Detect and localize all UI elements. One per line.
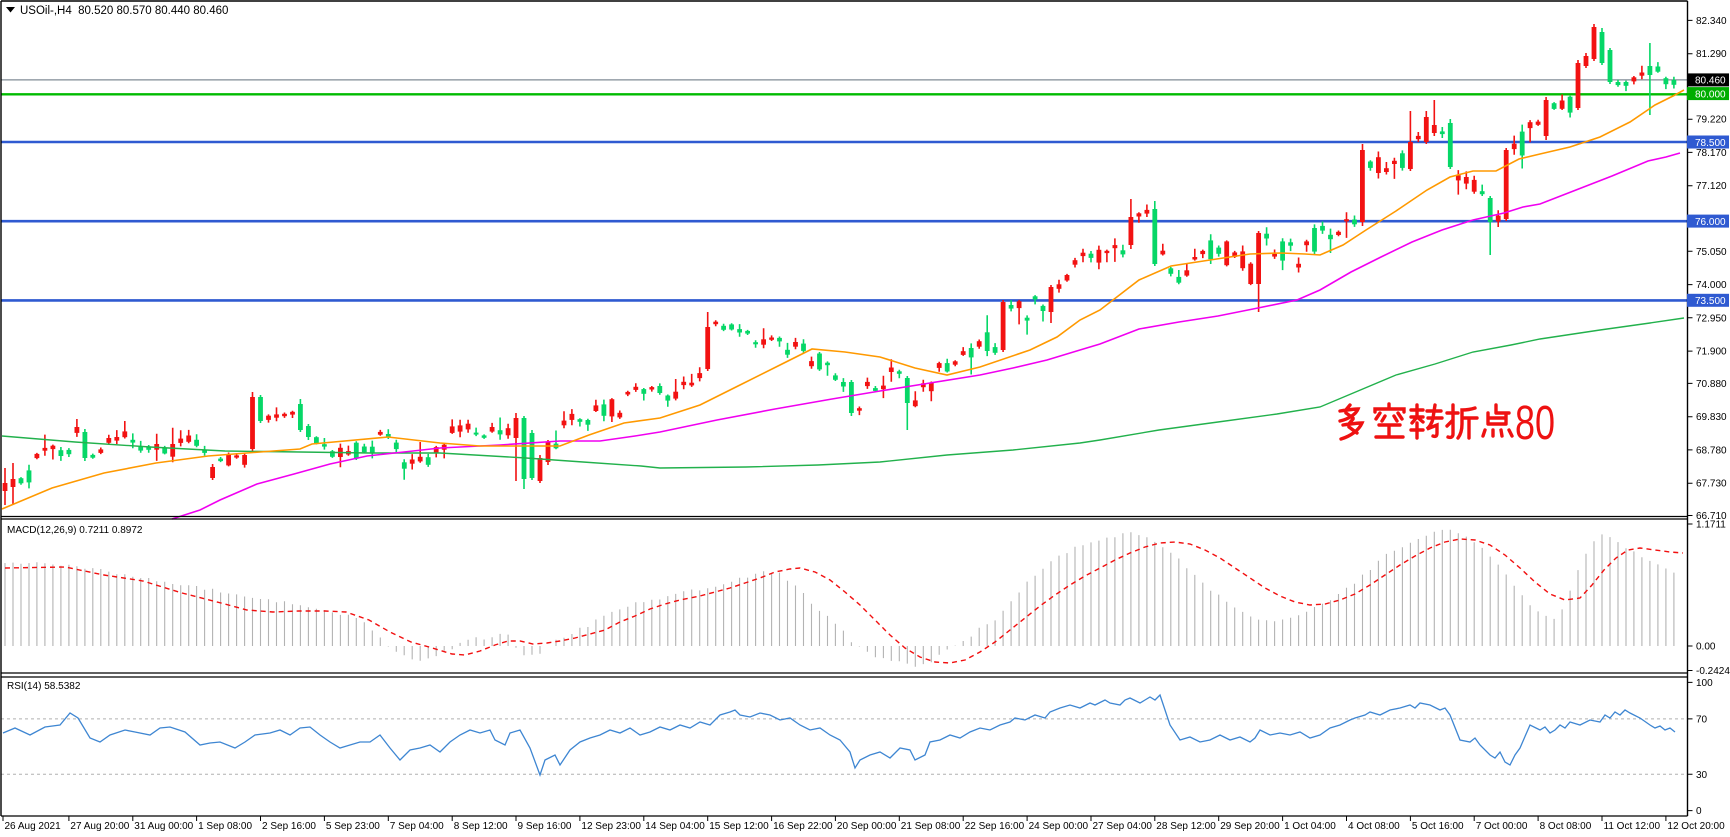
svg-text:70.880: 70.880 [1696, 379, 1727, 390]
svg-text:1 Sep 08:00: 1 Sep 08:00 [198, 821, 252, 832]
svg-text:1 Oct 04:00: 1 Oct 04:00 [1284, 821, 1336, 832]
svg-text:14 Sep 04:00: 14 Sep 04:00 [645, 821, 705, 832]
svg-text:80.460: 80.460 [1695, 76, 1726, 87]
svg-text:31 Aug 00:00: 31 Aug 00:00 [134, 821, 193, 832]
svg-text:7 Oct 00:00: 7 Oct 00:00 [1476, 821, 1528, 832]
svg-text:22 Sep 16:00: 22 Sep 16:00 [965, 821, 1025, 832]
svg-text:0.00: 0.00 [1696, 642, 1716, 653]
svg-text:69.830: 69.830 [1696, 412, 1727, 423]
svg-text:15 Sep 12:00: 15 Sep 12:00 [709, 821, 769, 832]
svg-text:80.000: 80.000 [1695, 89, 1726, 100]
svg-text:2 Sep 16:00: 2 Sep 16:00 [262, 821, 316, 832]
svg-text:-0.2424: -0.2424 [1696, 666, 1730, 677]
svg-text:75.050: 75.050 [1696, 247, 1727, 258]
svg-text:76.000: 76.000 [1695, 217, 1726, 228]
svg-text:1.1711: 1.1711 [1696, 520, 1726, 531]
svg-text:78.170: 78.170 [1696, 148, 1727, 159]
svg-text:5 Oct 16:00: 5 Oct 16:00 [1412, 821, 1464, 832]
svg-text:USOil-,H4 80.520 80.570 80.44: USOil-,H4 80.520 80.570 80.440 80.460 [20, 5, 228, 17]
svg-text:100: 100 [1696, 678, 1713, 689]
svg-text:73.500: 73.500 [1695, 296, 1726, 307]
svg-text:20 Sep 00:00: 20 Sep 00:00 [837, 821, 897, 832]
svg-text:67.730: 67.730 [1696, 479, 1727, 490]
svg-text:68.780: 68.780 [1696, 445, 1727, 456]
svg-text:72.950: 72.950 [1696, 313, 1727, 324]
svg-text:26 Aug 2021: 26 Aug 2021 [5, 821, 62, 832]
svg-text:71.900: 71.900 [1696, 347, 1727, 358]
svg-text:82.340: 82.340 [1696, 16, 1727, 27]
svg-text:78.500: 78.500 [1695, 138, 1726, 149]
svg-text:12 Oct 20:00: 12 Oct 20:00 [1667, 821, 1725, 832]
svg-text:74.000: 74.000 [1696, 280, 1727, 291]
svg-text:24 Sep 00:00: 24 Sep 00:00 [1029, 821, 1089, 832]
svg-text:RSI(14) 58.5382: RSI(14) 58.5382 [7, 681, 81, 692]
svg-text:66.710: 66.710 [1696, 511, 1727, 522]
svg-text:5 Sep 23:00: 5 Sep 23:00 [326, 821, 380, 832]
svg-text:16 Sep 22:00: 16 Sep 22:00 [773, 821, 833, 832]
svg-text:27 Aug 20:00: 27 Aug 20:00 [70, 821, 129, 832]
svg-text:27 Sep 04:00: 27 Sep 04:00 [1093, 821, 1153, 832]
svg-text:77.120: 77.120 [1696, 181, 1727, 192]
svg-text:MACD(12,26,9) 0.7211 0.8972: MACD(12,26,9) 0.7211 0.8972 [7, 525, 143, 536]
svg-text:11 Oct 12:00: 11 Oct 12:00 [1604, 821, 1661, 832]
svg-text:81.290: 81.290 [1696, 49, 1727, 60]
svg-text:0: 0 [1696, 806, 1702, 817]
svg-text:29 Sep 20:00: 29 Sep 20:00 [1220, 821, 1280, 832]
svg-text:12 Sep 23:00: 12 Sep 23:00 [581, 821, 641, 832]
svg-text:7 Sep 04:00: 7 Sep 04:00 [390, 821, 444, 832]
svg-text:70: 70 [1696, 714, 1708, 725]
svg-text:9 Sep 16:00: 9 Sep 16:00 [518, 821, 572, 832]
svg-text:80: 80 [1515, 397, 1555, 450]
svg-text:30: 30 [1696, 770, 1708, 781]
svg-text:79.220: 79.220 [1696, 115, 1727, 126]
svg-text:8 Sep 12:00: 8 Sep 12:00 [454, 821, 508, 832]
svg-text:8 Oct 08:00: 8 Oct 08:00 [1540, 821, 1592, 832]
svg-text:28 Sep 12:00: 28 Sep 12:00 [1156, 821, 1216, 832]
svg-text:4 Oct 08:00: 4 Oct 08:00 [1348, 821, 1400, 832]
svg-text:21 Sep 08:00: 21 Sep 08:00 [901, 821, 961, 832]
